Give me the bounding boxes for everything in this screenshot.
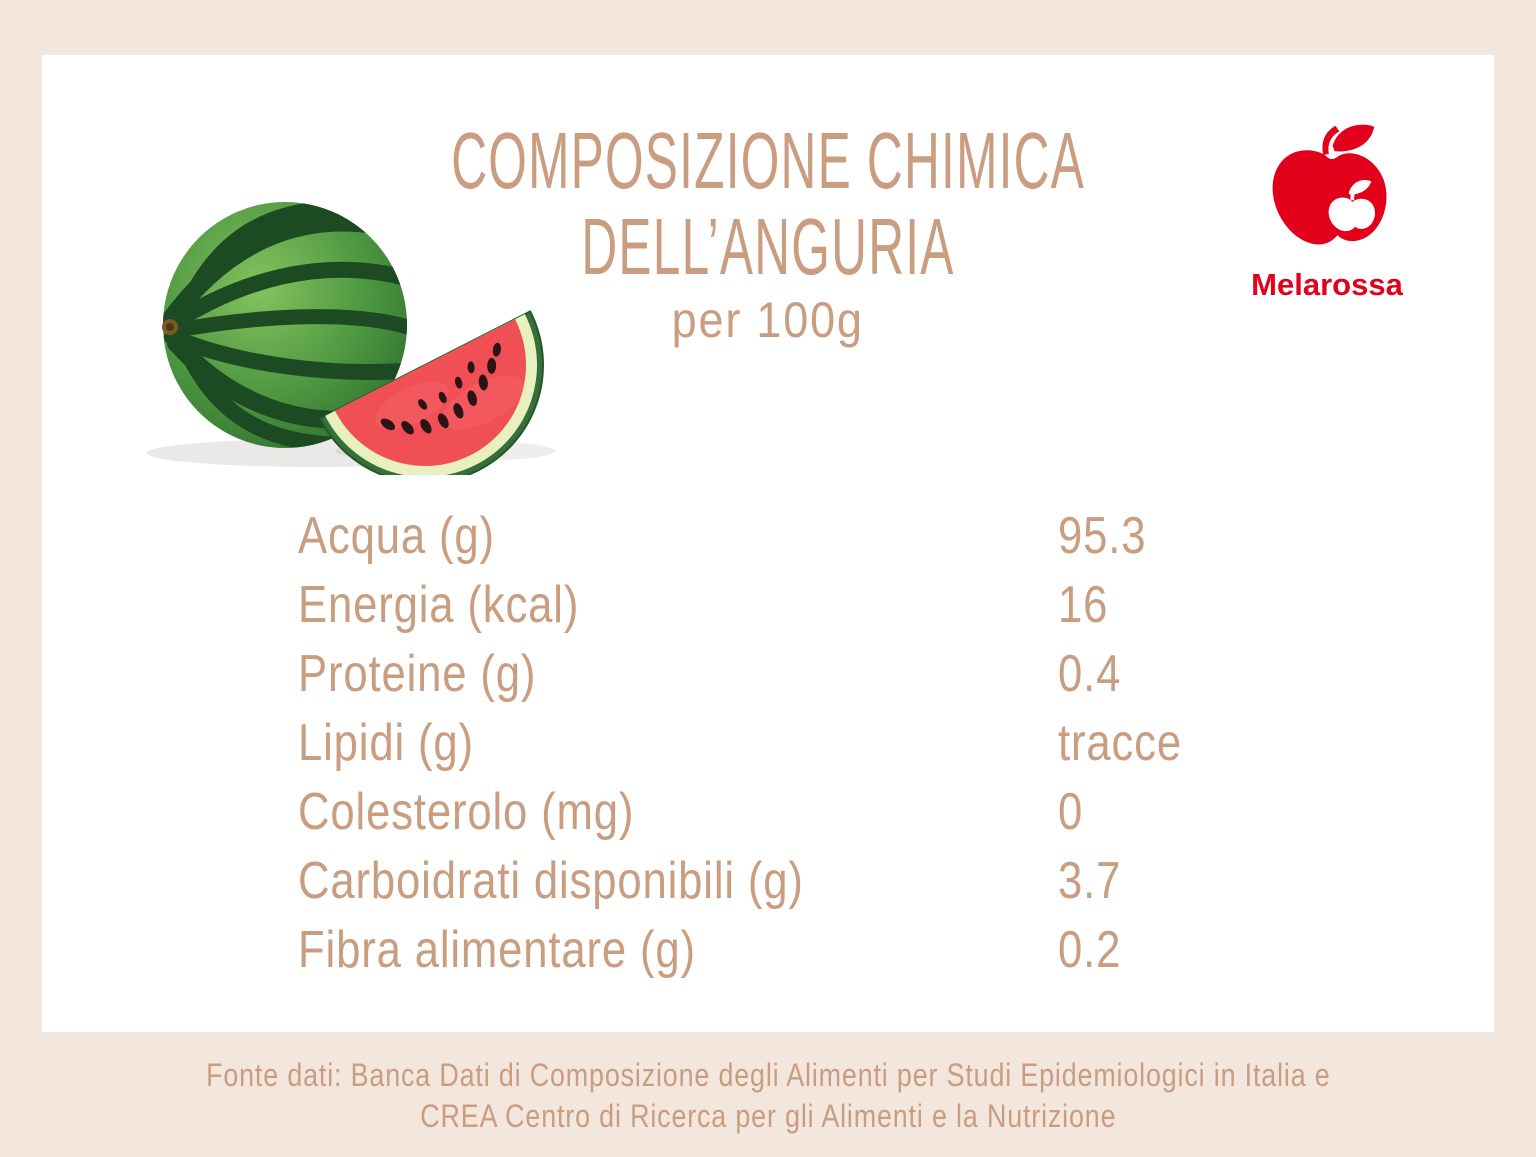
row-label: Proteine (g) — [298, 645, 537, 703]
brand-wordmark: Melarossa — [1251, 267, 1403, 302]
page-title-line1: COMPOSIZIONE CHIMICA — [451, 116, 1085, 205]
row-value: 3.7 — [1058, 852, 1122, 910]
watermelon-image — [147, 202, 555, 475]
row-label: Energia (kcal) — [298, 576, 580, 634]
table-row: Lipidi (g) tracce — [298, 709, 1408, 778]
page-subtitle: per 100g — [671, 292, 865, 348]
row-value: tracce — [1058, 714, 1182, 772]
row-label: Colesterolo (mg) — [298, 783, 635, 841]
melarossa-logo: Melarossa — [1232, 118, 1422, 303]
row-value: 0.2 — [1058, 921, 1122, 979]
source-note-line1: Fonte dati: Banca Dati di Composizione d… — [205, 1057, 1331, 1093]
nutrition-table: Acqua (g) 95.3 Energia (kcal) 16 Protein… — [298, 502, 1408, 985]
row-value: 0 — [1058, 783, 1084, 841]
row-label: Fibra alimentare (g) — [298, 921, 696, 979]
table-row: Acqua (g) 95.3 — [298, 502, 1408, 571]
watermelon-seeds — [380, 342, 501, 435]
row-value: 95.3 — [1058, 507, 1147, 565]
table-row: Proteine (g) 0.4 — [298, 640, 1408, 709]
watermelon-slice — [318, 310, 544, 475]
row-value: 16 — [1058, 576, 1109, 634]
title-block: COMPOSIZIONE CHIMICA DELL’ANGURIA per 10… — [0, 118, 1536, 350]
source-note: Fonte dati: Banca Dati di Composizione d… — [0, 1055, 1536, 1137]
table-row: Fibra alimentare (g) 0.2 — [298, 916, 1408, 985]
source-note-line2: CREA Centro di Ricerca per gli Alimenti … — [419, 1098, 1117, 1134]
table-row: Carboidrati disponibili (g) 3.7 — [298, 847, 1408, 916]
row-label: Lipidi (g) — [298, 714, 474, 772]
apple-logo-icon — [1272, 124, 1387, 245]
table-row: Energia (kcal) 16 — [298, 571, 1408, 640]
row-label: Acqua (g) — [298, 507, 495, 565]
page-title-line2: DELL’ANGURIA — [581, 202, 955, 291]
row-label: Carboidrati disponibili (g) — [298, 852, 804, 910]
table-row: Colesterolo (mg) 0 — [298, 778, 1408, 847]
row-value: 0.4 — [1058, 645, 1122, 703]
